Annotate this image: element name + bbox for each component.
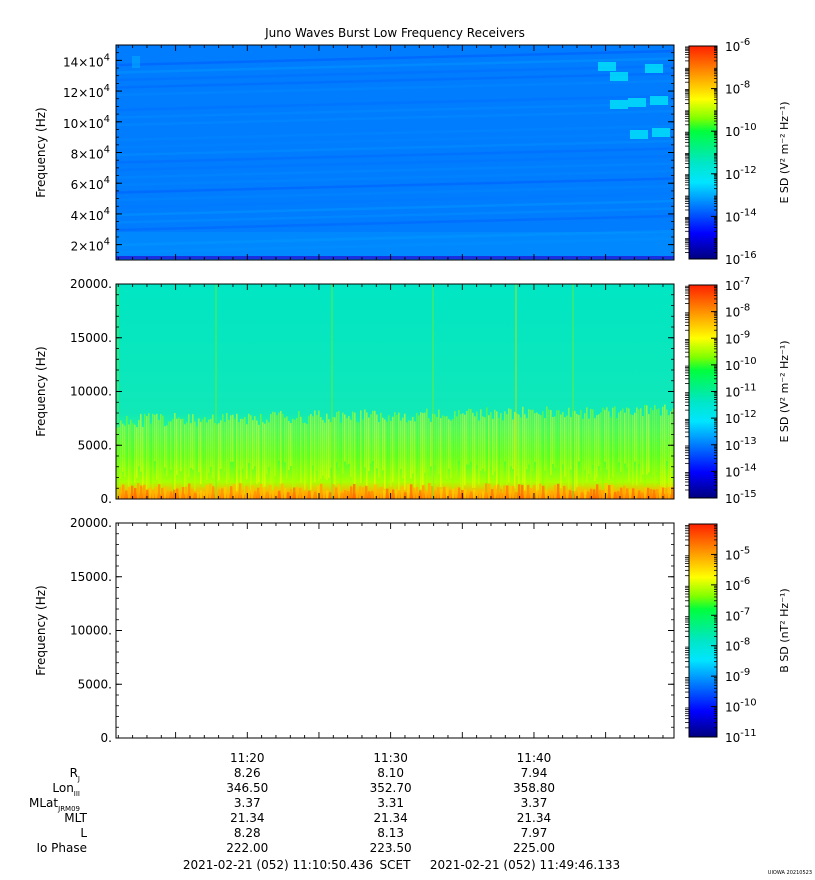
colorbar bbox=[688, 45, 718, 260]
ephemeris-row-label: LonIII bbox=[52, 781, 80, 798]
ephemeris-value: 8.10 bbox=[377, 766, 404, 780]
panel-1: 2×104 4×104 6×104 8×104 10×104 12×104 14×104 Fr… bbox=[34, 37, 791, 267]
colorbar-label: B SD (nT² Hz⁻¹) bbox=[778, 588, 791, 672]
colorbar-tick-label: 10-12 bbox=[725, 409, 757, 426]
colorbar-tick-label: 10-9 bbox=[725, 667, 750, 684]
ephemeris-row-label: MLatJRM09 bbox=[29, 796, 80, 813]
emission-patch bbox=[650, 96, 668, 105]
colorbar-tick-label: 10-5 bbox=[725, 545, 750, 562]
ephemeris-value: 3.37 bbox=[234, 796, 261, 810]
footer-stamp: UIOWA 20210523 bbox=[768, 870, 812, 876]
y-tick-label: 4×104 bbox=[71, 206, 110, 223]
colorbar-tick-label: 10-10 bbox=[725, 698, 757, 715]
y-tick-label: 0. bbox=[101, 492, 112, 506]
spectrogram-texture bbox=[115, 49, 675, 254]
colorbar-tick-label: 10-7 bbox=[725, 606, 750, 623]
emission-patch bbox=[598, 62, 616, 71]
colorbar-tick-label: 10-10 bbox=[725, 356, 757, 373]
emission-patch bbox=[132, 56, 140, 68]
time-label: 11:40 bbox=[517, 751, 552, 765]
ephemeris-row-label: RJ bbox=[70, 766, 80, 783]
ephemeris-value: 8.13 bbox=[377, 826, 404, 840]
bottom-band bbox=[116, 256, 674, 259]
colorbar-label: E SD (V² m⁻² Hz⁻¹) bbox=[778, 340, 791, 442]
y-axis-label: Frequency (Hz) bbox=[34, 107, 48, 198]
y-axis-label: Frequency (Hz) bbox=[34, 346, 48, 437]
emission-patch bbox=[630, 130, 648, 139]
y-axis-label: Frequency (Hz) bbox=[34, 585, 48, 676]
ephemeris-value: 222.00 bbox=[226, 841, 268, 855]
colorbar-label: E SD (V² m⁻² Hz⁻¹) bbox=[778, 101, 791, 203]
ephemeris-value: 346.50 bbox=[226, 781, 268, 795]
panel-3: 0. 5000. 10000. 15000. 20000. Frequency (Hz) 1… bbox=[34, 516, 791, 745]
y-tick-label: 0. bbox=[101, 731, 112, 745]
ephemeris-value: 223.50 bbox=[370, 841, 412, 855]
ephemeris-row-label: L bbox=[80, 826, 87, 840]
y-tick-label: 20000. bbox=[70, 516, 112, 530]
footer-start-time: 2021-02-21 (052) 11:10:50.436 bbox=[183, 858, 373, 872]
ephemeris-value: 3.31 bbox=[377, 796, 404, 810]
emission-patch bbox=[628, 98, 646, 107]
y-tick-label: 15000. bbox=[70, 331, 112, 345]
colorbar-tick-label: 10-7 bbox=[725, 276, 750, 293]
colorbar bbox=[688, 523, 718, 738]
ephemeris-value: 225.00 bbox=[513, 841, 555, 855]
plot-area bbox=[116, 523, 674, 738]
emission-patch bbox=[645, 64, 663, 73]
footer-end-time: 2021-02-21 (052) 11:49:46.133 bbox=[430, 858, 620, 872]
y-tick-label: 5000. bbox=[78, 677, 112, 691]
y-tick-label: 12×104 bbox=[63, 83, 110, 100]
y-tick-label: 10×104 bbox=[63, 114, 110, 131]
y-tick-label: 6×104 bbox=[71, 175, 110, 192]
low-frequency-band bbox=[116, 232, 674, 256]
ephemeris-value: 358.80 bbox=[513, 781, 555, 795]
ephemeris-value: 21.34 bbox=[373, 811, 407, 825]
footer-scet: SCET bbox=[380, 858, 412, 872]
colorbar-tick-label: 10-14 bbox=[725, 462, 757, 479]
ephemeris-value: 352.70 bbox=[370, 781, 412, 795]
colorbar-tick-label: 10-16 bbox=[725, 250, 757, 267]
y-tick-label: 10000. bbox=[70, 624, 112, 638]
y-tick-label: 15000. bbox=[70, 570, 112, 584]
y-tick-label: 2×104 bbox=[71, 237, 110, 254]
emission-patch bbox=[610, 72, 628, 81]
panel-2: 0. 5000. 10000. 15000. 20000. Frequency (Hz) 1… bbox=[34, 276, 791, 506]
colorbar-tick-label: 10-14 bbox=[725, 207, 757, 224]
colorbar-tick-label: 10-6 bbox=[725, 37, 750, 54]
colorbar-tick-label: 10-6 bbox=[725, 576, 750, 593]
time-label: 11:20 bbox=[230, 751, 265, 765]
y-tick-label: 10000. bbox=[70, 385, 112, 399]
emission-patch bbox=[652, 128, 670, 137]
ephemeris-row-label: MLT bbox=[64, 811, 87, 825]
colorbar-tick-label: 10-12 bbox=[725, 165, 757, 182]
ephemeris-value: 8.26 bbox=[234, 766, 261, 780]
ephemeris-value: 7.97 bbox=[521, 826, 548, 840]
emission-patch bbox=[610, 100, 628, 109]
colorbar-tick-label: 10-10 bbox=[725, 122, 757, 139]
colorbar-tick-label: 10-11 bbox=[725, 728, 757, 745]
ephemeris-value: 21.34 bbox=[517, 811, 551, 825]
y-tick-label: 8×104 bbox=[71, 145, 110, 162]
colorbar-tick-label: 10-8 bbox=[725, 637, 750, 654]
y-tick-label: 5000. bbox=[78, 438, 112, 452]
ephemeris-row-label: Io Phase bbox=[36, 841, 87, 855]
spectrogram-texture bbox=[116, 284, 674, 499]
ephemeris-value: 3.37 bbox=[521, 796, 548, 810]
y-tick-label: 14×104 bbox=[63, 52, 110, 69]
time-label: 11:30 bbox=[373, 751, 408, 765]
colorbar-tick-label: 10-15 bbox=[725, 489, 757, 506]
colorbar-tick-label: 10-11 bbox=[725, 383, 757, 400]
colorbar-tick-label: 10-8 bbox=[725, 303, 750, 320]
ephemeris-value: 21.34 bbox=[230, 811, 264, 825]
colorbar-tick-label: 10-8 bbox=[725, 80, 750, 97]
colorbar-tick-label: 10-9 bbox=[725, 329, 750, 346]
figure-title: Juno Waves Burst Low Frequency Receivers bbox=[264, 26, 525, 40]
ephemeris-value: 7.94 bbox=[521, 766, 548, 780]
ephemeris-value: 8.28 bbox=[234, 826, 261, 840]
y-tick-label: 20000. bbox=[70, 277, 112, 291]
colorbar-tick-label: 10-13 bbox=[725, 436, 757, 453]
